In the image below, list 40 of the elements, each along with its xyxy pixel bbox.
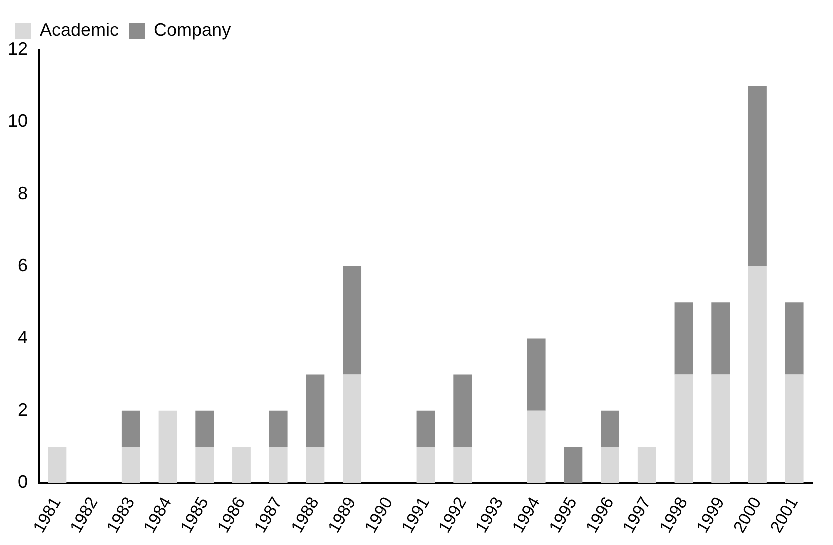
bar (785, 302, 804, 375)
bar (674, 374, 694, 484)
bar (269, 410, 288, 447)
bar (232, 446, 251, 484)
bar (343, 374, 362, 484)
bar (196, 410, 214, 447)
bar (416, 446, 436, 484)
bar (416, 410, 436, 447)
bar (527, 338, 546, 411)
bar (122, 410, 140, 447)
y-tick-label: 0 (18, 472, 28, 492)
bar (527, 410, 546, 484)
bar (712, 302, 730, 375)
legend-label: Academic (40, 20, 120, 40)
y-tick-label: 2 (18, 400, 28, 420)
bar (196, 446, 214, 484)
legend-label: Company (154, 20, 232, 40)
y-tick-label: 4 (18, 328, 28, 348)
bar (269, 446, 288, 484)
bar (158, 410, 178, 484)
bar (712, 374, 730, 484)
y-tick-label: 10 (8, 111, 28, 132)
y-tick-label: 6 (18, 255, 28, 276)
bar (454, 446, 472, 484)
bar (785, 374, 804, 484)
bar (674, 302, 694, 375)
bar (48, 446, 67, 484)
bar (748, 266, 767, 484)
bar (343, 266, 362, 375)
y-tick-label: 8 (18, 183, 28, 204)
bar (306, 374, 325, 447)
bar (306, 446, 325, 484)
bar (638, 446, 656, 484)
bar (748, 86, 767, 267)
bar (454, 374, 472, 447)
bar (122, 446, 140, 484)
bar (564, 446, 583, 484)
bar (601, 410, 620, 447)
y-tick-label: 12 (8, 38, 28, 59)
bar (601, 446, 620, 484)
